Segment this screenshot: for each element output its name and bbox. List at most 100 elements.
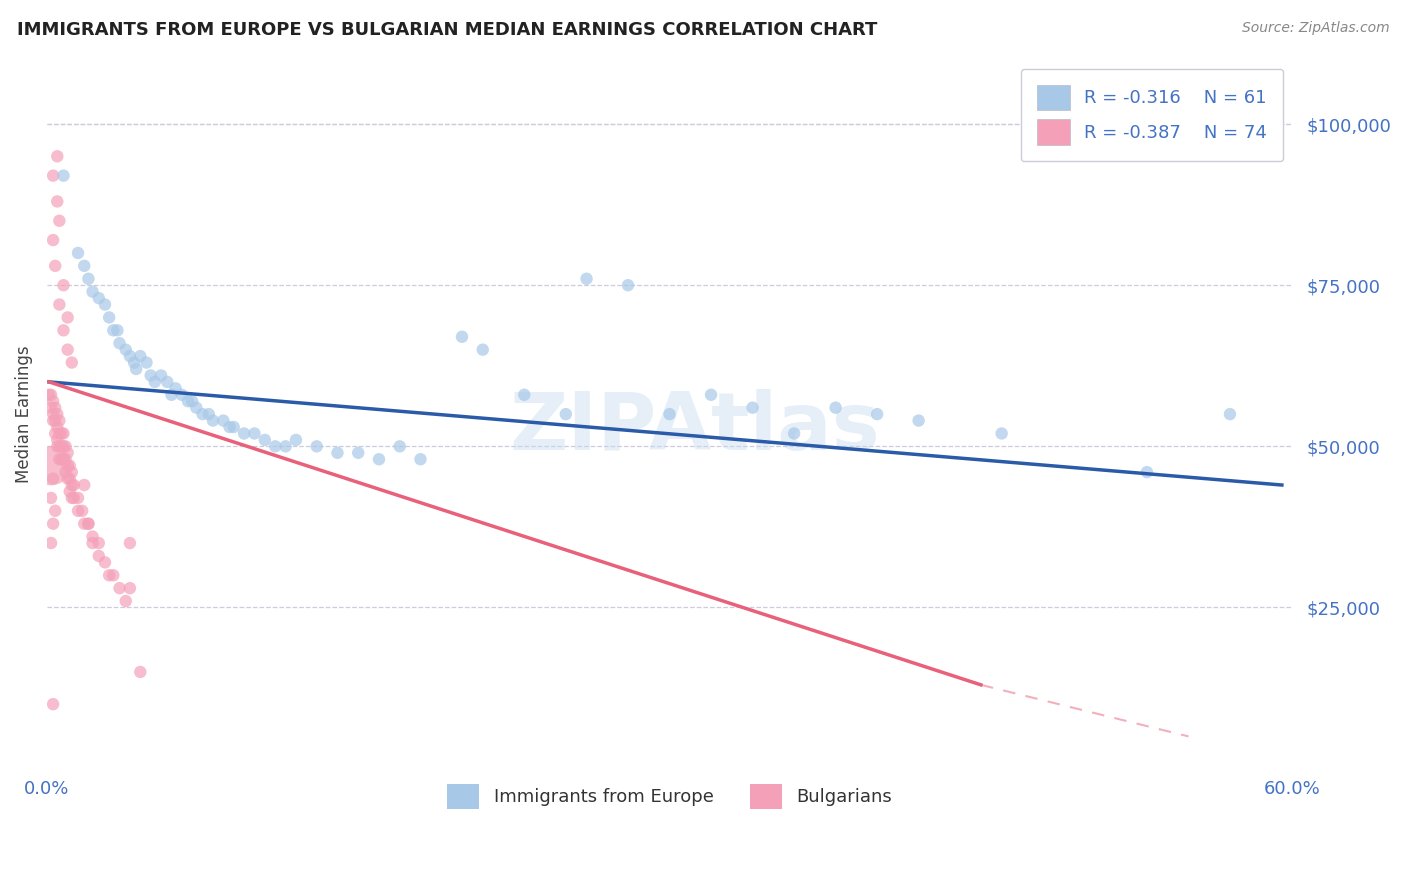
Point	[39, 536, 62, 550]
Point	[46, 420, 69, 434]
Point	[368, 452, 391, 467]
Point	[52, 278, 75, 293]
Point	[77, 516, 100, 531]
Point	[150, 368, 173, 383]
Point	[60, 478, 83, 492]
Point	[46, 439, 69, 453]
Point	[59, 484, 82, 499]
Point	[52, 452, 75, 467]
Point	[42, 516, 65, 531]
Point	[48, 413, 70, 427]
Point	[243, 426, 266, 441]
Point	[63, 491, 86, 505]
Point	[66, 491, 89, 505]
Point	[118, 536, 141, 550]
Point	[201, 413, 224, 427]
Point	[44, 426, 66, 441]
Point	[44, 504, 66, 518]
Point	[87, 291, 110, 305]
Point	[866, 407, 889, 421]
Point	[186, 401, 208, 415]
Point	[264, 439, 287, 453]
Point	[103, 568, 125, 582]
Point	[46, 149, 69, 163]
Point	[143, 375, 166, 389]
Point	[42, 697, 65, 711]
Point	[44, 259, 66, 273]
Point	[191, 407, 214, 421]
Point	[177, 394, 200, 409]
Point	[347, 446, 370, 460]
Point	[52, 169, 75, 183]
Point	[56, 458, 79, 473]
Point	[1136, 465, 1159, 479]
Point	[114, 594, 136, 608]
Point	[118, 581, 141, 595]
Point	[212, 413, 235, 427]
Point	[46, 194, 69, 209]
Point	[114, 343, 136, 357]
Point	[59, 458, 82, 473]
Point	[218, 420, 240, 434]
Point	[222, 420, 245, 434]
Point	[824, 401, 846, 415]
Text: ZIPAtlas: ZIPAtlas	[509, 389, 880, 467]
Point	[107, 323, 129, 337]
Point	[82, 530, 104, 544]
Point	[52, 323, 75, 337]
Point	[42, 407, 65, 421]
Point	[48, 297, 70, 311]
Point	[42, 233, 65, 247]
Text: Source: ZipAtlas.com: Source: ZipAtlas.com	[1241, 21, 1389, 36]
Point	[253, 433, 276, 447]
Point	[51, 439, 73, 453]
Point	[170, 388, 193, 402]
Point	[103, 323, 125, 337]
Point	[233, 426, 256, 441]
Point	[60, 465, 83, 479]
Point	[48, 426, 70, 441]
Point	[44, 401, 66, 415]
Point	[139, 368, 162, 383]
Point	[305, 439, 328, 453]
Y-axis label: Median Earnings: Median Earnings	[15, 345, 32, 483]
Point	[274, 439, 297, 453]
Point	[66, 246, 89, 260]
Point	[98, 568, 121, 582]
Point	[42, 472, 65, 486]
Point	[59, 472, 82, 486]
Point	[52, 426, 75, 441]
Legend: Immigrants from Europe, Bulgarians: Immigrants from Europe, Bulgarians	[440, 776, 900, 816]
Point	[77, 272, 100, 286]
Point	[108, 581, 131, 595]
Point	[554, 407, 576, 421]
Point	[1219, 407, 1241, 421]
Point	[48, 452, 70, 467]
Point	[156, 375, 179, 389]
Point	[907, 413, 929, 427]
Point	[125, 362, 148, 376]
Point	[122, 355, 145, 369]
Point	[658, 407, 681, 421]
Point	[39, 401, 62, 415]
Point	[575, 272, 598, 286]
Point	[48, 213, 70, 227]
Point	[39, 458, 62, 473]
Point	[108, 336, 131, 351]
Point	[55, 452, 77, 467]
Point	[38, 388, 60, 402]
Point	[98, 310, 121, 325]
Point	[46, 407, 69, 421]
Point	[284, 433, 307, 447]
Point	[197, 407, 219, 421]
Point	[990, 426, 1012, 441]
Point	[326, 446, 349, 460]
Point	[165, 381, 187, 395]
Point	[73, 516, 96, 531]
Point	[42, 394, 65, 409]
Point	[55, 465, 77, 479]
Point	[51, 426, 73, 441]
Point	[56, 343, 79, 357]
Point	[451, 330, 474, 344]
Point	[129, 665, 152, 679]
